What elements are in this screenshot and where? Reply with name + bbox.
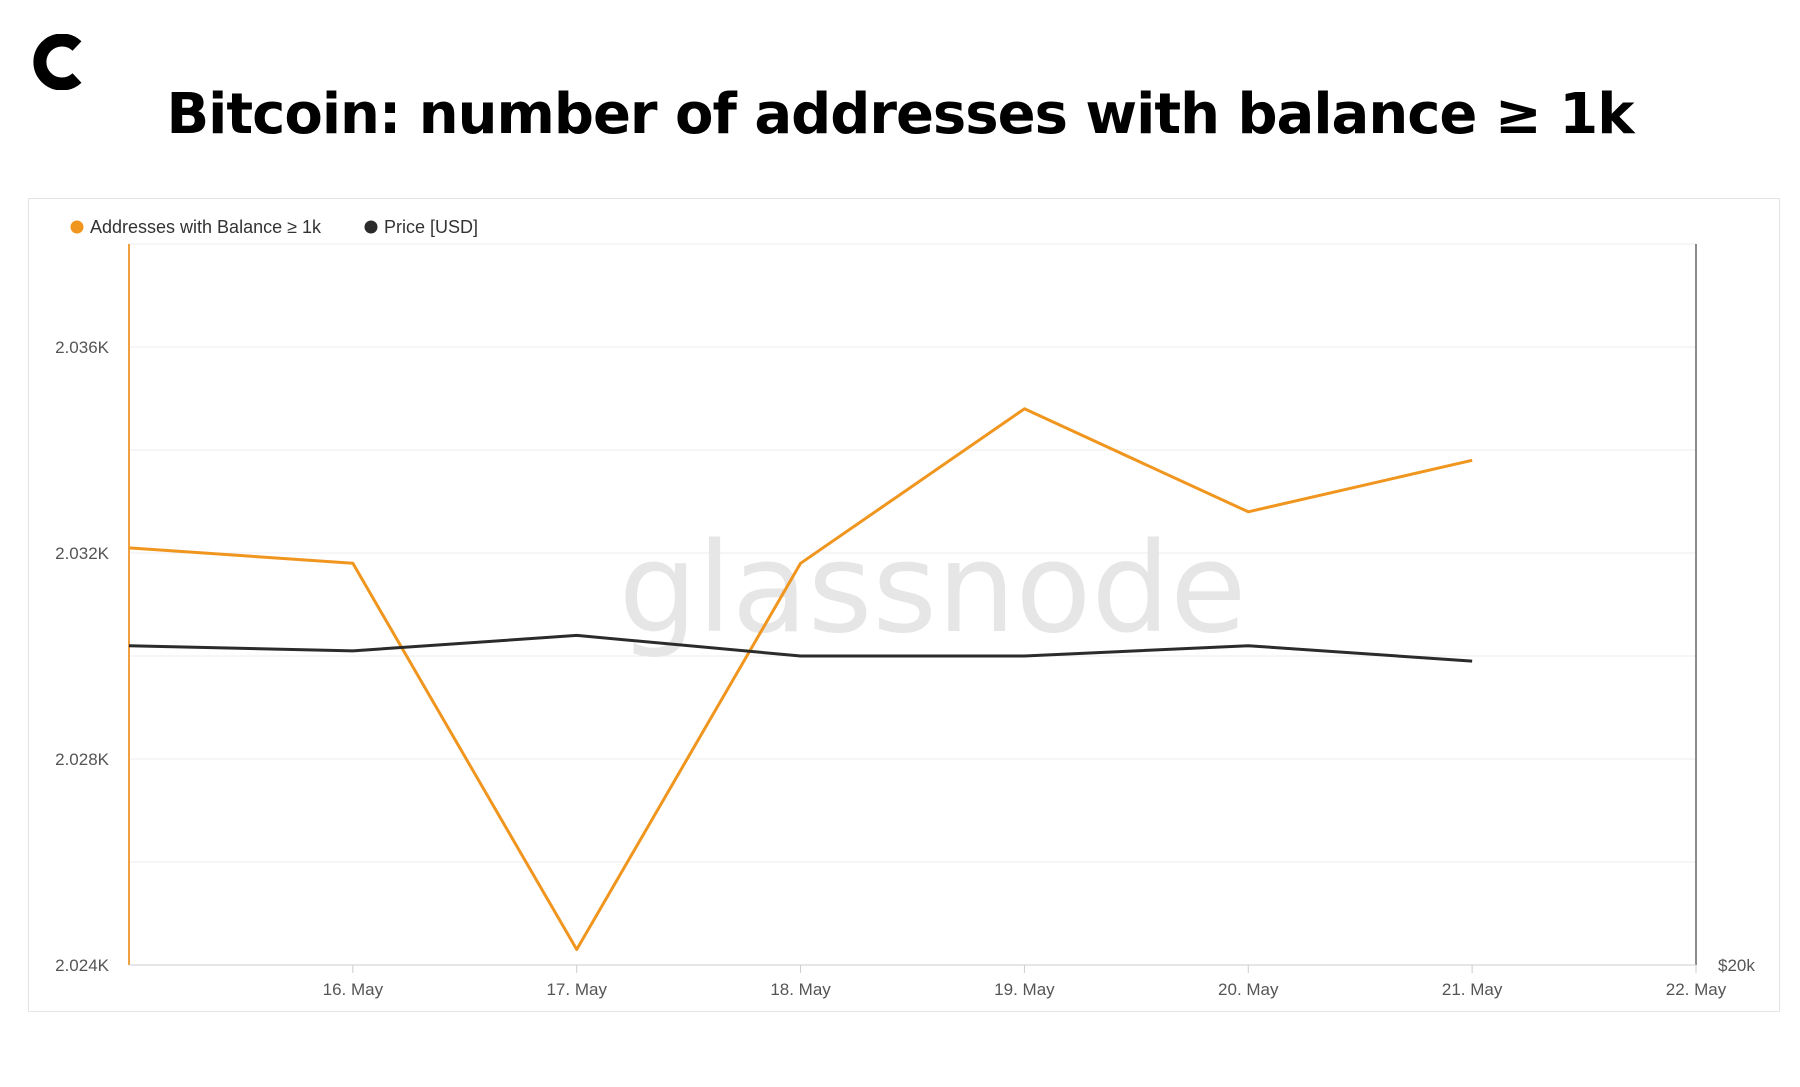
series-line-addresses-with-balance-1k [128, 407, 1473, 952]
x-tick-label: 18. May [770, 980, 831, 999]
x-tick-label: 22. May [1666, 980, 1727, 999]
x-tick-label: 16. May [323, 980, 384, 999]
legend-marker [364, 220, 378, 234]
cointelegraph-logo-icon [30, 33, 86, 91]
y-tick-label: 2.028K [55, 750, 110, 769]
glassnode-watermark: glassnode [619, 517, 1247, 661]
logo-mark [33, 33, 84, 91]
series-lines [128, 407, 1473, 952]
legend-label[interactable]: Addresses with Balance ≥ 1k [90, 217, 322, 237]
gridlines [129, 243, 1696, 863]
x-tick-label: 17. May [546, 980, 607, 999]
page-title: Bitcoin: number of addresses with balanc… [166, 82, 1635, 147]
chart-panel: glassnode 2.024K 2.028K 2.032K 2.036K $20k 1… [28, 198, 1780, 1012]
y-tick-label: 2.036K [55, 338, 110, 357]
legend-marker [70, 220, 84, 234]
series-line-price-usd [128, 633, 1473, 663]
legend: Addresses with Balance ≥ 1k Price [USD] [70, 217, 478, 237]
x-tick-label: 21. May [1442, 980, 1503, 999]
x-tick-label: 20. May [1218, 980, 1279, 999]
x-axis-ticks: 16. May 17. May 18. May 19. May 20. May 21. M… [323, 965, 1727, 999]
y-right-tick-label: $20k [1718, 956, 1755, 975]
x-tick-label: 19. May [994, 980, 1055, 999]
y-axis-ticks: 2.024K 2.028K 2.032K 2.036K $20k [55, 338, 1755, 975]
y-tick-label: 2.024K [55, 956, 110, 975]
line-chart: glassnode 2.024K 2.028K 2.032K 2.036K $20k 1… [55, 217, 1755, 999]
legend-label[interactable]: Price [USD] [384, 217, 478, 237]
y-tick-label: 2.032K [55, 544, 110, 563]
